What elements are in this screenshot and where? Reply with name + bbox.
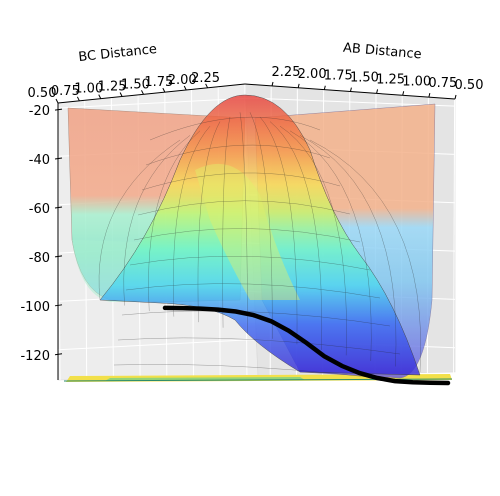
bc-tick-label: 1.75: [144, 75, 173, 90]
mesh-line: [133, 228, 361, 243]
z-tick-label: -80: [29, 251, 50, 266]
grid-line-ab: [453, 99, 456, 377]
mesh-line: [173, 126, 211, 317]
bc-tick-label: 2.00: [168, 73, 197, 88]
bc-axis-ticks: 0.500.751.001.251.501.752.002.25: [28, 71, 220, 104]
ab-axis-label: AB Distance: [342, 41, 422, 63]
mesh-line: [222, 116, 231, 328]
ab-tick-label: 2.00: [298, 67, 327, 82]
ab-tick-label: 0.50: [455, 78, 484, 93]
z-tick-label: -40: [29, 153, 50, 168]
mesh-line: [249, 112, 273, 339]
bc-tick-mark: [76, 96, 80, 102]
mesh-line: [121, 310, 391, 327]
mesh-line: [123, 135, 191, 306]
bc-tick-label: 1.25: [98, 79, 127, 94]
mesh-line: [279, 126, 347, 356]
z-tick-mark: [54, 206, 63, 209]
ab-tick-label: 1.75: [324, 69, 353, 84]
grid-line-z: [57, 339, 251, 351]
mesh-line: [117, 337, 401, 355]
bc-tick-mark: [55, 98, 59, 104]
mesh-line: [137, 200, 351, 216]
z-tick-mark: [54, 304, 63, 307]
ab-tick-mark: [376, 89, 379, 94]
z-tick-mark: [54, 157, 63, 160]
z-tick-label: -100: [20, 300, 50, 315]
z-tick-mark: [54, 353, 63, 356]
bc-tick-mark: [119, 92, 123, 97]
ab-tick-label: 1.25: [376, 72, 405, 87]
z-axis-ticks: -20 -40 -60 -80 -100 -120: [20, 104, 63, 364]
mesh-line: [197, 121, 221, 323]
bc-tick-label: 0.50: [28, 86, 57, 101]
bc-tick-mark: [141, 90, 144, 95]
mesh-line: [125, 283, 381, 299]
ab-tick-mark: [323, 85, 326, 90]
mesh-line: [309, 139, 421, 373]
mesh-line: [148, 130, 201, 312]
mesh-line: [129, 255, 371, 271]
mesh-line: [141, 172, 341, 191]
z-tick-label: -20: [29, 104, 50, 119]
z-tick-label: -60: [29, 202, 50, 217]
ab-tick-mark: [454, 94, 457, 100]
mesh-line: [98, 139, 181, 301]
mesh-line: [299, 135, 397, 367]
ab-axis-ticks: 2.252.001.751.501.251.000.750.50: [271, 65, 484, 100]
mesh-line: [145, 144, 331, 166]
ab-tick-label: 1.50: [350, 71, 379, 86]
mesh-line: [289, 130, 372, 361]
mesh-line: [239, 112, 248, 334]
ab-tick-mark: [428, 93, 431, 98]
bc-axis-label: BC Distance: [78, 42, 158, 65]
bc-tick-mark: [183, 85, 187, 91]
z-tick-label: -120: [20, 349, 50, 364]
axes: [57, 83, 456, 380]
z-tick-mark: [54, 255, 63, 258]
ab-tick-mark: [349, 87, 352, 92]
bc-tick-label: 0.75: [51, 84, 80, 99]
ab-tick-mark: [271, 81, 274, 87]
mesh-line: [269, 121, 322, 350]
ab-tick-label: 2.25: [272, 65, 301, 80]
potential-surface: [98, 94, 421, 383]
bc-tick-label: 1.00: [74, 82, 103, 97]
ab-tick-mark: [297, 83, 300, 88]
bc-tick-label: 2.25: [191, 71, 220, 86]
bc-tick-label: 1.50: [121, 77, 150, 92]
bc-tick-mark: [205, 83, 209, 89]
ab-tick-mark: [402, 91, 405, 96]
bc-tick-mark: [98, 94, 102, 99]
ab-tick-label: 0.75: [428, 76, 457, 91]
mesh-line: [149, 116, 321, 141]
grid-line-z: [249, 97, 456, 107]
bc-tick-mark: [162, 87, 166, 93]
ab-tick-label: 1.00: [402, 74, 431, 89]
z-tick-mark: [54, 108, 63, 111]
mesh-line: [259, 116, 298, 345]
trajectory-line: [162, 305, 451, 386]
